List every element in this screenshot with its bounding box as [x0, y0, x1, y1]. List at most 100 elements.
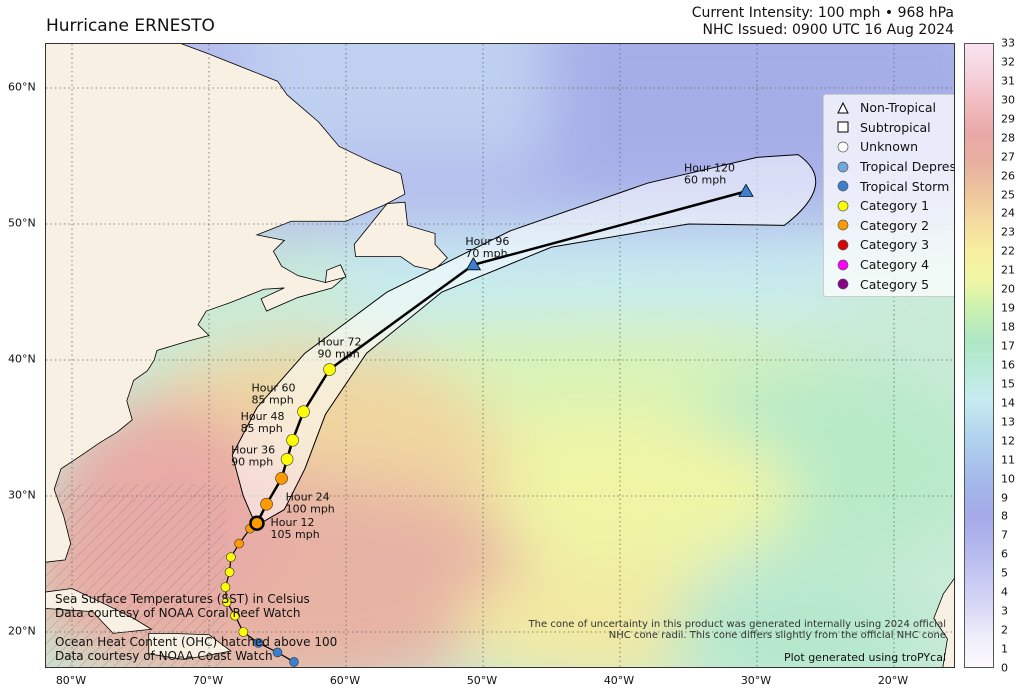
legend-label: Subtropical [860, 119, 931, 135]
colorbar-tick-label: 24 [1001, 206, 1015, 220]
cone-note-line2: NHC cone radii. This cone differs slight… [608, 630, 946, 641]
forecast-label-wind: 105 mph [271, 528, 320, 541]
lon-tick-label: 60°W [329, 674, 361, 687]
forecast-label-hour: Hour 48 [241, 410, 285, 423]
legend-label: Non-Tropical [860, 100, 937, 116]
legend-label: Tropical Depression [860, 159, 954, 175]
colorbar-tick-label: 20 [1001, 282, 1015, 296]
legend-circle-icon [836, 140, 850, 154]
colorbar-tick-label: 32 [1001, 55, 1015, 69]
forecast-label-wind: 85 mph [241, 422, 283, 435]
colorbar-tick-label: 12 [1001, 434, 1015, 448]
current-position-marker [249, 515, 265, 531]
forecast-label-hour: Hour 36 [231, 443, 275, 456]
legend-circle-icon [836, 258, 850, 272]
colorbar-tick-label: 13 [1001, 415, 1015, 429]
forecast-label-wind: 85 mph [252, 394, 294, 407]
colorbar-tick-label: 25 [1001, 188, 1015, 201]
forecast-label-hour: Hour 24 [286, 490, 330, 503]
legend-label: Category 2 [860, 217, 930, 233]
forecast-point [323, 363, 336, 376]
credit: Plot generated using troPYcal [783, 651, 946, 664]
forecast-label-wind: 60 mph [684, 173, 726, 186]
colorbar-tick-label: 26 [1001, 169, 1015, 183]
legend-label: Unknown [860, 139, 919, 155]
forecast-point [260, 497, 273, 511]
legend-item: Category 5 [824, 274, 954, 294]
past-track-point [222, 597, 232, 607]
forecast-point [465, 257, 482, 271]
colorbar-tick-label: 19 [1001, 301, 1015, 315]
land-masses [46, 44, 954, 667]
nhc-issued: NHC Issued: 0900 UTC 16 Aug 2024 [702, 22, 954, 38]
forecast-label-wind: 100 mph [286, 502, 335, 515]
past-track-point [289, 657, 299, 667]
past-track-point [224, 567, 235, 577]
legend-circle-icon [836, 179, 850, 193]
past-track-point [238, 627, 249, 637]
colorbar-tick-label: 11 [1001, 453, 1015, 467]
colorbar-tick-label: 33 [1001, 36, 1015, 50]
legend-circle-icon [836, 218, 850, 232]
ohc-note-line2: Data courtesy of NOAA Coast Watch [55, 649, 273, 663]
forecast-point [275, 472, 288, 485]
colorbar-tick-label: 5 [1001, 566, 1008, 580]
legend-circle-icon [836, 277, 850, 291]
colorbar-tick-label: 18 [1001, 320, 1015, 334]
colorbar-tick-label: 0 [1001, 661, 1008, 675]
legend-circle-icon [836, 238, 850, 252]
land-north-america [46, 44, 406, 563]
legend: Non-Tropical Subtropical Unknown Tropical D… [823, 94, 954, 297]
forecast-label-hour: Hour 12 [271, 516, 315, 529]
past-track-point [230, 610, 240, 621]
sst-note: Sea Surface Temperatures (SST) in Celsiu… [55, 592, 310, 620]
past-track-point [234, 538, 244, 549]
sst-note-line2: Data courtesy of NOAA Coral Reef Watch [55, 606, 301, 620]
colorbar-tick-label: 2 [1001, 623, 1008, 637]
cone-note-line1: The cone of uncertainty in this product … [528, 619, 946, 630]
lat-tick-label: 20°N [8, 624, 36, 638]
land-newfoundland [353, 201, 448, 271]
cone-outline [231, 154, 817, 526]
past-track-point [253, 638, 264, 648]
forecast-point [738, 183, 754, 197]
colorbar-tick-label: 16 [1001, 358, 1015, 372]
legend-label: Category 4 [860, 257, 930, 273]
lat-tick-label: 50°N [8, 216, 36, 230]
lon-tick-label: 20°W [877, 674, 909, 687]
past-track-point [220, 582, 231, 592]
legend-item: Category 1 [824, 196, 954, 216]
cone-of-uncertainty [231, 154, 817, 526]
colorbar-tick-label: 23 [1001, 225, 1015, 239]
lon-tick-label: 70°W [192, 674, 224, 687]
colorbar-tick-label: 4 [1001, 585, 1008, 599]
colorbar-tick-label: 10 [1001, 472, 1015, 486]
colorbar-tick-label: 15 [1001, 377, 1015, 391]
forecast-label-hour: Hour 120 [684, 161, 735, 174]
land-hispaniola [148, 632, 232, 660]
lat-tick-label: 40°N [8, 352, 36, 366]
current-intensity: Current Intensity: 100 mph • 968 hPa [691, 5, 954, 21]
forecast-label-hour: Hour 96 [465, 235, 509, 248]
colorbar-tick-label: 28 [1001, 131, 1015, 145]
legend-item: Category 4 [824, 255, 954, 275]
forecast-label-hour: Hour 72 [318, 336, 362, 349]
forecast-label-wind: 90 mph [231, 455, 273, 468]
forecast-point [280, 452, 294, 466]
colorbar-tick-label: 29 [1001, 112, 1015, 126]
legend-label: Category 5 [860, 276, 930, 292]
sst-map[interactable]: Hour 12 105 mph Hour 24 100 mph Hour 36 90 mp… [45, 43, 955, 668]
colorbar-tick-label: 9 [1001, 491, 1008, 505]
past-track-point [226, 552, 236, 563]
colorbar-tick-label: 21 [1001, 263, 1015, 277]
colorbar-tick-label: 22 [1001, 244, 1015, 258]
storm-title: Hurricane ERNESTO [46, 16, 215, 36]
legend-label: Category 1 [860, 198, 930, 214]
sst-note-line1: Sea Surface Temperatures (SST) in Celsiu… [55, 592, 310, 606]
lat-tick-label: 30°N [8, 488, 36, 502]
land-cuba [46, 588, 153, 634]
forecast-point [297, 405, 310, 418]
legend-item: Category 3 [824, 235, 954, 255]
colorbar-tick-label: 1 [1001, 642, 1008, 656]
